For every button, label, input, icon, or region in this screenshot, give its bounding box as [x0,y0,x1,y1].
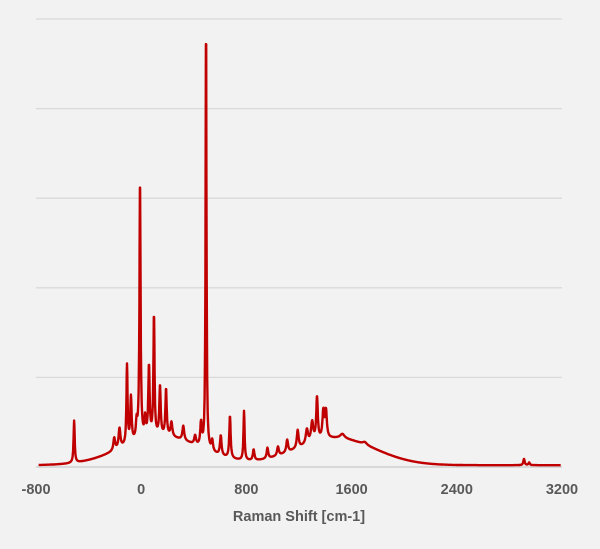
horizontal-gridlines [36,18,562,379]
x-tick-label: 0 [137,482,146,498]
spectrum-line-series [37,42,562,467]
x-tick-label: 1600 [335,482,368,498]
x-tick-label: 2400 [440,482,473,498]
x-tick-label: 800 [234,482,259,498]
x-tick-label: -800 [21,482,51,498]
x-tick-label: 3200 [545,482,579,498]
x-axis-title: Raman Shift [cm-1] [232,509,366,525]
